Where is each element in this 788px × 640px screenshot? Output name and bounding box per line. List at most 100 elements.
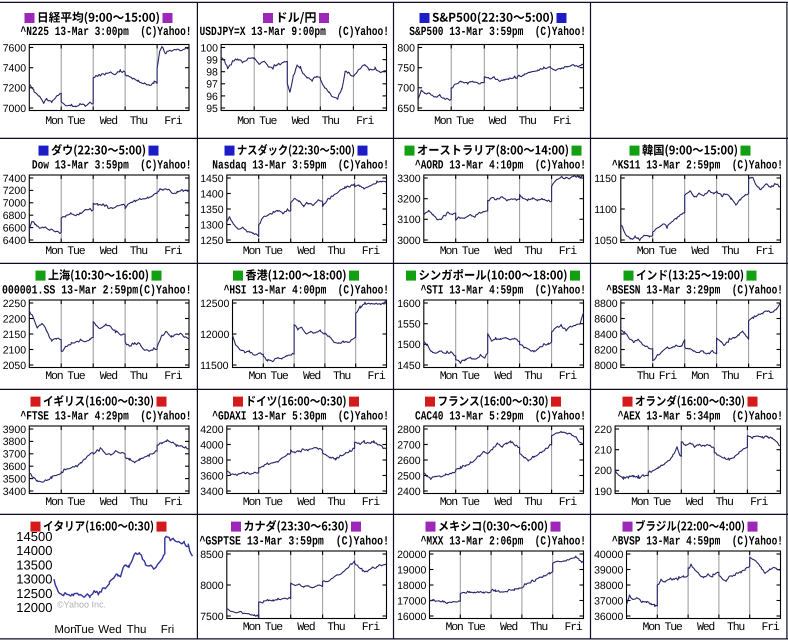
svg-text:Mon: Mon (45, 245, 62, 258)
svg-text:Tue: Tue (67, 245, 85, 258)
svg-text:^GDAXI 13-Mar 5:30pm (C)Yahoo: ^GDAXI 13-Mar 5:30pm (C)Yahoo! (212, 410, 389, 424)
svg-text:Fri: Fri (164, 496, 182, 509)
svg-text:Wed: Wed (297, 621, 314, 634)
svg-text:2800: 2800 (397, 424, 421, 436)
svg-text:Thu: Thu (721, 370, 738, 383)
svg-text:Mon: Mon (45, 496, 62, 509)
svg-text:97: 97 (206, 79, 218, 91)
svg-text:37000: 37000 (594, 595, 623, 607)
svg-text:1450: 1450 (397, 360, 421, 372)
svg-text:12000: 12000 (16, 600, 52, 615)
svg-text:Mon: Mon (249, 370, 266, 383)
svg-text:Tue: Tue (456, 115, 474, 128)
svg-text:1400: 1400 (200, 188, 224, 200)
svg-text:Fri: Fri (362, 621, 380, 634)
svg-text:3600: 3600 (3, 461, 27, 473)
svg-text:Mon: Mon (643, 621, 660, 634)
svg-text:Fri: Fri (161, 624, 174, 636)
svg-text:Mon: Mon (237, 115, 254, 128)
svg-text:20000: 20000 (397, 549, 426, 561)
svg-text:Mon: Mon (45, 115, 62, 128)
svg-text:Tue: Tue (75, 624, 94, 636)
svg-text:2150: 2150 (3, 329, 27, 341)
svg-text:CAC40 13-Mar 5:29pm (C)Yahoo!: CAC40 13-Mar 5:29pm (C)Yahoo! (415, 410, 586, 424)
svg-text:Fri: Fri (756, 245, 774, 258)
svg-text:2250: 2250 (3, 298, 27, 310)
svg-text:4000: 4000 (200, 439, 224, 451)
svg-text:Wed: Wed (697, 621, 714, 634)
svg-text:^AORD 13-Mar 4:10pm (C)Yahoo!: ^AORD 13-Mar 4:10pm (C)Yahoo! (415, 159, 586, 173)
svg-text:8000: 8000 (594, 360, 618, 372)
svg-text:19000: 19000 (397, 564, 426, 576)
svg-text:1500: 1500 (397, 339, 421, 351)
svg-text:3000: 3000 (397, 235, 421, 247)
svg-text:Fri: Fri (750, 496, 768, 509)
svg-text:Thu: Thu (130, 245, 147, 258)
svg-text:Wed: Wed (489, 115, 506, 128)
svg-text:Mon: Mon (440, 370, 457, 383)
svg-text:220: 220 (594, 424, 612, 436)
svg-text:Fri: Fri (559, 245, 577, 258)
svg-text:Tue: Tue (665, 621, 683, 634)
svg-text:2400: 2400 (397, 486, 421, 498)
svg-text:Fri: Fri (559, 496, 577, 509)
svg-text:2700: 2700 (397, 439, 421, 451)
svg-text:12500: 12500 (200, 298, 229, 310)
svg-text:USDJPY=X 13-Mar 9:00pm (C)Yah: USDJPY=X 13-Mar 9:00pm (C)Yahoo! (200, 25, 390, 39)
svg-text:^BSESN 13-Mar 3:29pm (C)Yahoo: ^BSESN 13-Mar 3:29pm (C)Yahoo! (606, 284, 783, 298)
svg-text:Wed: Wed (100, 496, 117, 509)
svg-text:Dow 13-Mar 3:59pm (C)Yahoo!: Dow 13-Mar 3:59pm (C)Yahoo! (32, 159, 192, 173)
svg-text:Mon: Mon (45, 370, 62, 383)
svg-text:Thu: Thu (727, 621, 744, 634)
svg-text:Fri: Fri (553, 115, 571, 128)
svg-text:Tue: Tue (265, 245, 283, 258)
svg-text:Fri: Fri (356, 115, 374, 128)
svg-text:95: 95 (206, 103, 218, 115)
svg-text:S&P500 13-Mar 3:59pm (C)Yahoo: S&P500 13-Mar 3:59pm (C)Yahoo! (409, 25, 586, 39)
svg-text:Mon: Mon (434, 115, 451, 128)
svg-text:Mon: Mon (243, 496, 260, 509)
svg-text:40000: 40000 (594, 549, 623, 561)
svg-text:Mon: Mon (440, 245, 457, 258)
svg-text:Fri: Fri (164, 370, 182, 383)
svg-text:Wed: Wed (100, 370, 117, 383)
svg-text:16000: 16000 (397, 611, 426, 623)
svg-text:650: 650 (397, 103, 415, 115)
svg-text:7000: 7000 (3, 103, 27, 115)
svg-text:Wed: Wed (100, 115, 117, 128)
svg-text:Fri: Fri (362, 245, 380, 258)
svg-text:^FTSE 13-Mar 4:29pm (C)Yahoo!: ^FTSE 13-Mar 4:29pm (C)Yahoo! (21, 410, 192, 424)
svg-text:Wed: Wed (686, 496, 703, 509)
svg-text:Wed: Wed (494, 496, 511, 509)
svg-text:3700: 3700 (3, 449, 27, 461)
svg-text:100: 100 (200, 42, 218, 54)
svg-text:99: 99 (206, 55, 218, 67)
svg-text:Thu: Thu (130, 496, 147, 509)
svg-text:Fri: Fri (164, 115, 182, 128)
svg-text:Tue: Tue (67, 115, 85, 128)
svg-text:700: 700 (397, 83, 415, 95)
svg-text:Thu: Thu (530, 621, 547, 634)
svg-text:17000: 17000 (397, 595, 426, 607)
svg-text:2100: 2100 (3, 344, 27, 356)
svg-text:6600: 6600 (3, 222, 27, 234)
svg-text:7200: 7200 (3, 185, 27, 197)
svg-text:Tue: Tue (265, 496, 283, 509)
svg-text:3800: 3800 (3, 436, 27, 448)
svg-text:Mon: Mon (440, 496, 457, 509)
svg-text:3100: 3100 (397, 214, 421, 226)
svg-text:8800: 8800 (594, 298, 618, 310)
svg-text:Tue: Tue (67, 370, 85, 383)
svg-text:Tue: Tue (468, 621, 486, 634)
svg-text:Tue: Tue (462, 245, 480, 258)
svg-text:750: 750 (397, 63, 415, 75)
svg-text:7400: 7400 (3, 63, 27, 75)
svg-text:Thu: Thu (524, 370, 541, 383)
svg-text:Thu: Thu (127, 624, 147, 636)
svg-text:1250: 1250 (200, 235, 224, 247)
svg-text:8600: 8600 (594, 313, 618, 325)
svg-text:1550: 1550 (397, 319, 421, 331)
svg-text:1450: 1450 (200, 173, 224, 185)
svg-text:Thu: Thu (637, 370, 654, 383)
svg-text:Thu: Thu (322, 115, 339, 128)
